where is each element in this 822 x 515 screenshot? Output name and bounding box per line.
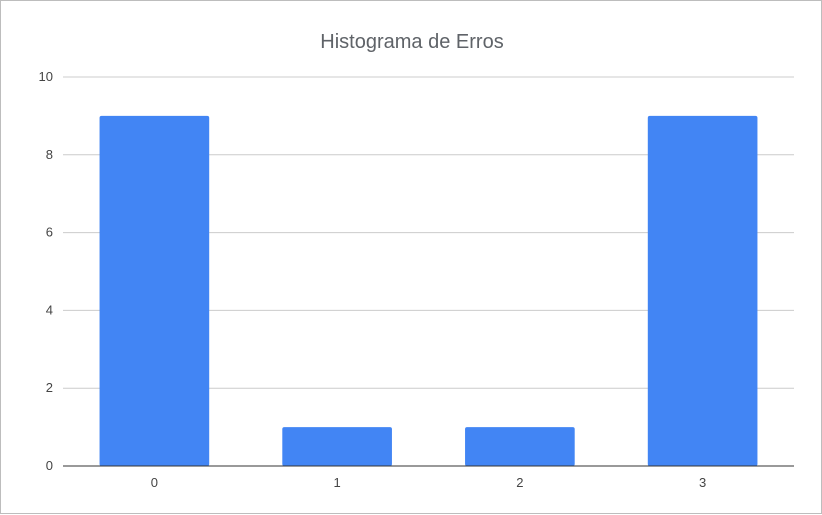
bar-2: [465, 427, 575, 466]
y-tick-label: 8: [46, 147, 53, 162]
x-axis-ticks: 0 1 2 3: [151, 475, 706, 490]
bars: [99, 115, 758, 467]
x-tick-label: 2: [516, 475, 523, 490]
y-tick-label: 2: [46, 380, 53, 395]
bar-0: [99, 115, 210, 467]
bar-3: [647, 115, 758, 467]
x-tick-label: 1: [334, 475, 341, 490]
y-tick-label: 0: [46, 458, 53, 473]
y-tick-label: 4: [46, 302, 53, 317]
x-tick-label: 3: [699, 475, 706, 490]
bar-1: [282, 427, 392, 466]
y-tick-label: 10: [39, 69, 53, 84]
y-axis-ticks: 0 2 4 6 8 10: [39, 69, 53, 473]
chart-title: Histograma de Erros: [320, 31, 503, 53]
x-tick-label: 0: [151, 475, 158, 490]
y-tick-label: 6: [46, 225, 53, 240]
